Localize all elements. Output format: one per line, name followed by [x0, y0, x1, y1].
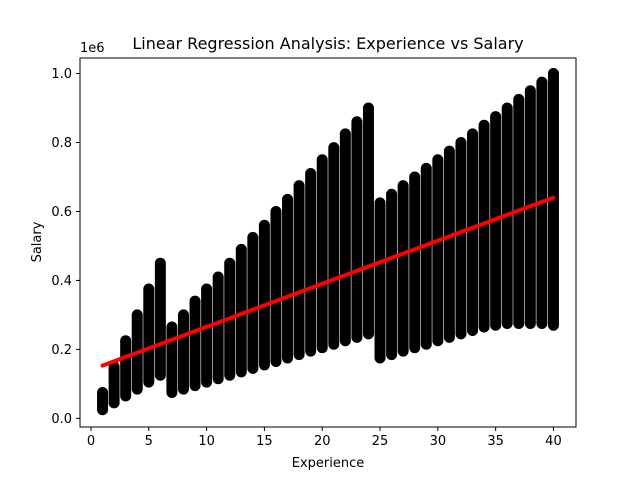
y-axis-label: Salary: [30, 221, 45, 262]
x-axis-ticks: 0 5 10 15 20 25 30 35 40: [87, 427, 562, 449]
x-tick-label: 0: [87, 434, 95, 449]
x-tick-label: 35: [487, 434, 504, 449]
y-tick-label: 0.2: [51, 343, 72, 358]
y-tick-label: 1.0: [51, 67, 72, 82]
y-axis-ticks: 0.0 0.2 0.4 0.6 0.8 1.0: [51, 67, 80, 427]
x-tick-label: 20: [314, 434, 331, 449]
x-tick-label: 25: [372, 434, 389, 449]
x-tick-label: 15: [256, 434, 273, 449]
x-axis-label: Experience: [292, 456, 365, 471]
x-tick-label: 5: [145, 434, 153, 449]
y-tick-label: 0.6: [51, 205, 72, 220]
regression-line: [100, 195, 556, 368]
scatter-points-layer: [97, 68, 559, 416]
y-offset-label: 1e6: [80, 41, 105, 56]
chart-title: Linear Regression Analysis: Experience v…: [132, 34, 523, 53]
y-tick-label: 0.8: [51, 136, 72, 151]
x-tick-label: 30: [430, 434, 447, 449]
x-tick-label: 10: [198, 434, 215, 449]
x-tick-label: 40: [545, 434, 562, 449]
plot-area-frame: [79, 57, 577, 428]
regression-line-layer: [100, 195, 556, 368]
y-tick-label: 0.0: [51, 412, 72, 427]
y-tick-label: 0.4: [51, 274, 72, 289]
